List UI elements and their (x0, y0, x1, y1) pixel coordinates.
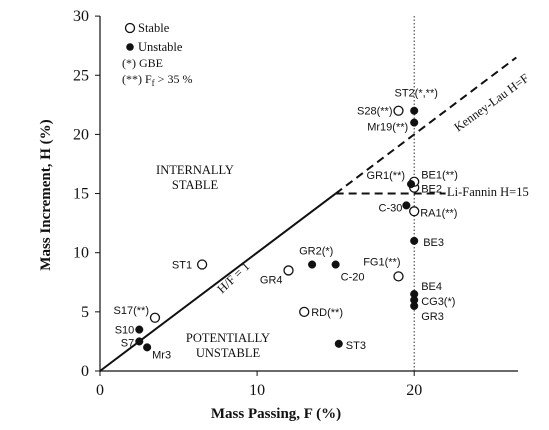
point-label: FG1(**) (363, 256, 400, 268)
point-label: RD(**) (311, 307, 343, 319)
point-label: ST1 (172, 260, 192, 272)
legend-box (117, 16, 229, 84)
point-unstable (308, 260, 317, 269)
line-kenney-lau (335, 56, 517, 195)
legend-note-ff-main: (**) F (122, 72, 152, 86)
y-tick-label: 15 (73, 186, 89, 203)
point-unstable (143, 343, 152, 352)
point-label: BE1(**) (421, 170, 458, 182)
point-stable (196, 259, 208, 270)
point-unstable (410, 236, 419, 245)
point-stable (409, 206, 420, 217)
point-stable (393, 105, 404, 116)
legend-stable-marker (124, 22, 136, 34)
annotation-unstable: UNSTABLE (196, 346, 261, 360)
point-label: C-20 (341, 272, 365, 284)
point-label: GR2(*) (299, 246, 333, 258)
x-tick-label: 20 (406, 382, 422, 399)
label-hf1: H/F = 1 (214, 259, 252, 296)
legend-note-ff-sub: f (152, 78, 155, 88)
point-label: BE4 (421, 281, 442, 293)
point-label: GR3 (421, 311, 444, 323)
point-unstable (334, 339, 343, 348)
point-label: S7 (121, 337, 134, 349)
x-axis-title: Mass Passing, F (%) (211, 406, 341, 422)
legend-note-ff: (**) Ff > 35 % (122, 72, 192, 88)
point-label: ST2(*,**) (394, 88, 437, 100)
y-tick-label: 0 (81, 363, 89, 380)
label-kenney-lau: Kenney-Lau H=F (452, 71, 532, 134)
legend-unstable-marker (126, 43, 134, 51)
point-label: RA1(**) (420, 207, 457, 219)
x-tick-label: 10 (249, 382, 265, 399)
y-tick-label: 20 (73, 126, 89, 143)
annotation-stable: STABLE (172, 178, 219, 192)
point-unstable (402, 201, 411, 210)
y-tick-label: 5 (81, 304, 89, 321)
point-stable (393, 271, 404, 282)
annotation-potentially: POTENTIALLY (186, 331, 270, 345)
point-stable (299, 306, 310, 318)
legend: Stable Unstable (*) GBE (**) Ff > 35 % (117, 16, 229, 88)
point-label: C-30 (379, 202, 403, 214)
point-unstable (410, 118, 419, 127)
legend-note-ff-rest: > 35 % (155, 72, 193, 86)
point-label: BE2 (421, 184, 442, 196)
point-label: CG3(*) (421, 296, 455, 308)
y-axis-title: Mass Increment, H (%) (38, 119, 54, 270)
point-label: Mr19(**) (367, 122, 408, 134)
point-label: S28(**) (357, 106, 392, 118)
axes: 0 5 10 15 20 25 30 0 10 20 (73, 8, 518, 399)
point-label: S10 (115, 325, 135, 337)
legend-unstable-label: Unstable (138, 40, 183, 54)
point-label: GR4 (260, 274, 283, 286)
point-label: ST3 (346, 340, 366, 352)
y-tick-label: 25 (73, 67, 89, 84)
label-li-fannin: Li-Fannin H=15 (447, 185, 529, 199)
point-unstable (410, 301, 419, 310)
point-label: GR1(**) (367, 170, 406, 182)
point-label: BE3 (423, 237, 444, 249)
y-tick-label: 10 (73, 245, 89, 262)
point-label: S17(**) (114, 305, 149, 317)
point-unstable (331, 260, 340, 269)
data-points (135, 105, 420, 352)
annotation-internally: INTERNALLY (156, 163, 234, 177)
legend-note-gbe: (*) GBE (122, 56, 163, 70)
point-stable (283, 265, 294, 276)
point-stable (149, 312, 161, 323)
x-tick-label: 0 (96, 382, 104, 399)
point-unstable (135, 337, 144, 346)
point-unstable (135, 325, 144, 334)
legend-stable-label: Stable (138, 21, 170, 35)
point-unstable (410, 106, 419, 115)
point-labels: ST1 S17(**) GR4 RD(**) FG1(**) RA1(**) BE2 BE1(… (114, 88, 458, 362)
y-tick-label: 30 (73, 8, 89, 25)
point-label: Mr3 (152, 349, 171, 361)
point-unstable (407, 180, 416, 189)
